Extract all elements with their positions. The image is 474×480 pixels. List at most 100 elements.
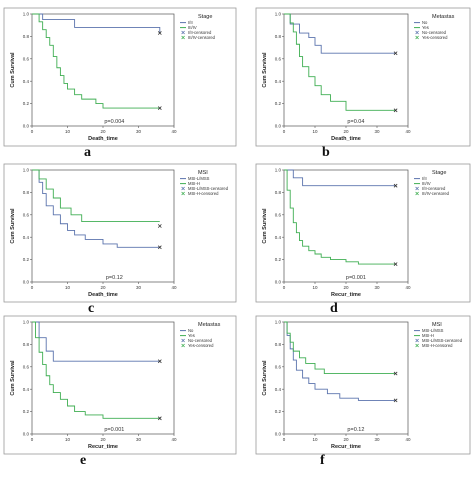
series-line-yes <box>284 13 396 111</box>
y-tick-label: 0.6 <box>23 212 30 217</box>
legend-entry: Yes <box>188 333 195 338</box>
x-tick-label: 20 <box>343 285 349 290</box>
panel-letter: a <box>84 145 91 160</box>
panel-c: 0.0 0.2 0.4 0.6 0.8 1.0 0 10 20 30 40 Death_time Cum… <box>3 163 237 316</box>
p-value-annotation: p=0.12 <box>106 275 123 281</box>
panel-frame <box>3 7 237 147</box>
x-tick-label: 40 <box>405 285 411 290</box>
legend-title: MSI <box>198 170 208 176</box>
panel-letter: b <box>322 145 330 160</box>
y-axis-label: Cum Survival <box>10 360 16 396</box>
legend-title: Stage <box>432 170 446 176</box>
legend-entry: I/II <box>422 176 427 181</box>
y-tick-label: 0.0 <box>275 124 282 129</box>
series-line-no <box>32 321 160 362</box>
panel-a: 0.0 0.2 0.4 0.6 0.8 1.0 0 10 20 30 40 Death_time Cum… <box>3 7 237 160</box>
legend-censor-swatch <box>415 191 419 196</box>
x-tick-label: 40 <box>171 285 177 290</box>
x-tick-label: 10 <box>312 285 318 290</box>
x-tick-label: 0 <box>31 129 34 134</box>
x-tick-label: 0 <box>31 285 34 290</box>
y-tick-label: 0.8 <box>23 34 30 39</box>
panel-f: 0.0 0.2 0.4 0.6 0.8 1.0 0 10 20 30 40 Recur_time Cum… <box>255 315 471 468</box>
x-tick-label: 30 <box>136 437 142 442</box>
p-value-annotation: p=0.04 <box>347 119 364 125</box>
legend-entry: No <box>422 20 428 25</box>
y-tick-label: 0.8 <box>275 190 282 195</box>
legend-entry: III/IV-censored <box>188 35 216 40</box>
panel-d: 0.0 0.2 0.4 0.6 0.8 1.0 0 10 20 30 40 Recur_time Cum… <box>255 163 471 316</box>
legend-censor-swatch <box>181 30 185 35</box>
y-axis-label: Cum Survival <box>262 52 268 88</box>
legend-entry: MSI-L/MSS-censored <box>188 186 229 191</box>
legend-entry: MSI-L/MSS <box>188 176 210 181</box>
y-tick-label: 0.6 <box>275 212 282 217</box>
y-tick-label: 0.0 <box>275 432 282 437</box>
y-tick-label: 1.0 <box>275 320 282 325</box>
x-tick-label: 0 <box>283 437 286 442</box>
series-line-iii-iv <box>284 169 396 265</box>
legend-censor-swatch <box>415 30 419 35</box>
y-tick-label: 0.2 <box>23 257 30 262</box>
y-tick-label: 0.0 <box>23 280 30 285</box>
panel-e: 0.0 0.2 0.4 0.6 0.8 1.0 0 10 20 30 40 Recur_time Cum… <box>3 315 237 468</box>
legend-entry: No-censored <box>422 30 447 35</box>
censor-mark <box>393 51 398 56</box>
y-tick-label: 0.0 <box>23 432 30 437</box>
x-tick-label: 10 <box>65 285 71 290</box>
legend-censor-swatch <box>415 338 419 343</box>
legend-entry: I/II-censored <box>422 186 446 191</box>
panel-frame <box>3 315 237 455</box>
legend-entry: Yes-censored <box>188 343 214 348</box>
x-tick-label: 0 <box>31 437 34 442</box>
legend-censor-swatch <box>181 186 185 191</box>
x-tick-label: 20 <box>100 437 106 442</box>
x-tick-label: 10 <box>65 437 71 442</box>
censor-mark <box>393 183 398 188</box>
legend-entry: MSI-L/MSS <box>422 328 444 333</box>
x-tick-label: 40 <box>405 437 411 442</box>
series-line-iii-iv <box>32 13 160 109</box>
x-axis-label: Death_time <box>88 292 118 298</box>
series-line-yes <box>32 321 160 419</box>
x-tick-label: 10 <box>312 437 318 442</box>
y-tick-label: 0.8 <box>275 342 282 347</box>
legend-title: Metastas <box>432 14 455 20</box>
y-tick-label: 0.0 <box>275 280 282 285</box>
x-tick-label: 40 <box>405 129 411 134</box>
series-line-i-ii <box>284 169 396 187</box>
panel-b: 0.0 0.2 0.4 0.6 0.8 1.0 0 10 20 30 40 Death_time Cum… <box>255 7 471 160</box>
legend-entry: III/IV <box>422 181 431 186</box>
legend-entry: I/II <box>188 20 193 25</box>
legend-entry: No <box>188 328 194 333</box>
censor-mark <box>393 108 398 113</box>
panel-letter: f <box>320 453 325 468</box>
y-tick-label: 0.2 <box>23 101 30 106</box>
series-line-msi-h <box>284 321 396 374</box>
y-tick-label: 0.4 <box>275 79 282 84</box>
y-tick-label: 0.8 <box>275 34 282 39</box>
y-tick-label: 1.0 <box>275 168 282 173</box>
censor-mark <box>393 371 398 376</box>
x-tick-label: 20 <box>100 129 106 134</box>
y-tick-label: 0.4 <box>23 387 30 392</box>
legend-entry: MSI-H <box>188 181 200 186</box>
panel-frame <box>255 163 471 303</box>
y-tick-label: 0.6 <box>275 56 282 61</box>
y-tick-label: 0.2 <box>275 257 282 262</box>
x-tick-label: 20 <box>343 129 349 134</box>
p-value-annotation: p=0.001 <box>346 275 366 281</box>
legend-entry: III/IV-censored <box>422 191 450 196</box>
x-tick-label: 40 <box>171 129 177 134</box>
y-tick-label: 1.0 <box>23 320 30 325</box>
series-line-i-ii <box>32 13 161 34</box>
x-tick-label: 0 <box>283 129 286 134</box>
legend-entry: III/IV <box>188 25 197 30</box>
x-tick-label: 10 <box>65 129 71 134</box>
y-axis-label: Cum Survival <box>10 52 16 88</box>
legend-title: Stage <box>198 14 212 20</box>
x-axis-label: Death_time <box>331 136 361 142</box>
legend-title: MSI <box>432 322 442 328</box>
legend-censor-swatch <box>415 186 419 191</box>
